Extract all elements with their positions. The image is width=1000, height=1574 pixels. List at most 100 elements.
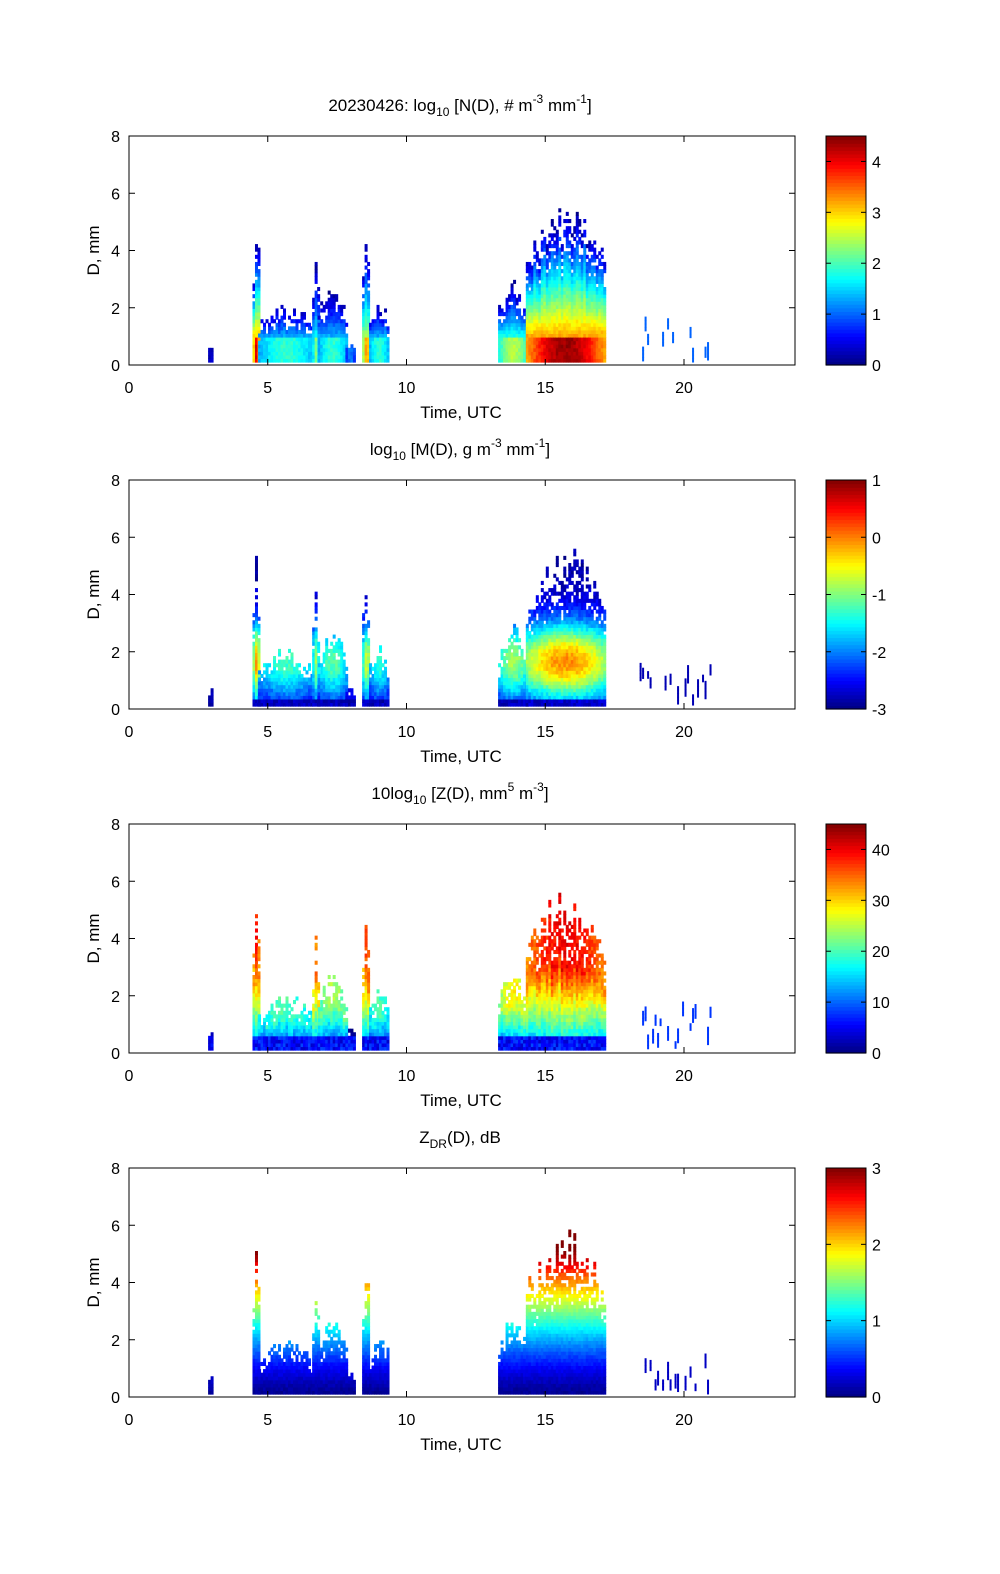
heatmap-cell bbox=[283, 337, 287, 342]
heatmap-cell bbox=[342, 319, 346, 324]
heatmap-cell bbox=[364, 279, 368, 284]
heatmap-cell bbox=[558, 265, 562, 270]
heatmap-cell bbox=[345, 340, 349, 345]
heatmap-cell bbox=[288, 351, 292, 356]
heatmap-cell bbox=[283, 326, 287, 331]
heatmap-cell bbox=[278, 322, 282, 327]
heatmap-cell bbox=[345, 677, 349, 682]
heatmap-cell bbox=[498, 304, 502, 309]
heatmap-cell bbox=[593, 258, 597, 263]
heatmap-cell bbox=[252, 283, 256, 288]
chart-title-part-sup2: -1 bbox=[576, 92, 587, 106]
heatmap-cell bbox=[555, 233, 559, 238]
colorbar-tick-label: 0 bbox=[872, 530, 881, 547]
heatmap-cell bbox=[314, 265, 318, 270]
heatmap-cell bbox=[545, 247, 549, 252]
heatmap-cell bbox=[320, 347, 324, 352]
heatmap-cell bbox=[563, 573, 567, 578]
heatmap-cell bbox=[510, 286, 514, 292]
heatmap-cell bbox=[312, 297, 316, 302]
heatmap-cell bbox=[254, 290, 258, 295]
heatmap-cell bbox=[550, 222, 554, 227]
heatmap-cell bbox=[285, 1014, 289, 1019]
heatmap-cell bbox=[252, 301, 256, 306]
heatmap-cell bbox=[588, 605, 592, 611]
heatmap-cell bbox=[580, 573, 584, 578]
heatmap-cell bbox=[314, 276, 318, 281]
x-tick-label: 15 bbox=[536, 380, 554, 397]
heatmap-cell bbox=[322, 351, 326, 356]
heatmap-cell bbox=[275, 308, 279, 313]
colorbar-band bbox=[826, 519, 866, 524]
heatmap-cell bbox=[260, 340, 264, 345]
heatmap-cell bbox=[257, 301, 261, 306]
heatmap-cell bbox=[307, 333, 311, 338]
heatmap-cell bbox=[270, 337, 274, 342]
colorbar-band bbox=[826, 271, 866, 277]
colorbar-band bbox=[826, 189, 866, 194]
heatmap-cell bbox=[270, 1017, 274, 1023]
heatmap-cell bbox=[384, 670, 388, 675]
heatmap-cell bbox=[510, 634, 514, 639]
x-tick-label: 0 bbox=[125, 380, 134, 397]
heatmap-cell bbox=[642, 674, 645, 679]
heatmap-cell bbox=[684, 689, 687, 694]
heatmap-cell bbox=[268, 322, 272, 327]
colorbar-band bbox=[826, 153, 866, 159]
heatmap-cell bbox=[270, 1007, 274, 1012]
heatmap-cell bbox=[314, 326, 318, 331]
heatmap-cell bbox=[300, 347, 304, 352]
heatmap-cell bbox=[257, 996, 261, 1001]
heatmap-cell bbox=[208, 358, 212, 363]
heatmap-cell bbox=[684, 692, 687, 697]
heatmap-cell bbox=[268, 347, 272, 352]
heatmap-cell bbox=[257, 254, 261, 259]
heatmap-cell bbox=[273, 656, 277, 661]
heatmap-cell bbox=[340, 641, 344, 646]
heatmap-cell bbox=[327, 315, 331, 320]
heatmap-cell bbox=[305, 351, 309, 356]
heatmap-cell bbox=[337, 333, 341, 338]
heatmap-cell bbox=[300, 326, 304, 331]
heatmap-cell bbox=[603, 698, 607, 704]
heatmap-cell bbox=[314, 294, 318, 299]
heatmap-cell bbox=[295, 344, 299, 349]
heatmap-cell bbox=[697, 679, 700, 684]
heatmap-cell bbox=[300, 1010, 304, 1015]
heatmap-cell bbox=[332, 652, 336, 657]
colorbar-band bbox=[826, 512, 866, 517]
heatmap-cell bbox=[510, 283, 514, 288]
heatmap-cell bbox=[545, 605, 549, 611]
heatmap-cell bbox=[307, 358, 311, 363]
heatmap-cell bbox=[364, 595, 368, 600]
heatmap-cell bbox=[345, 1017, 349, 1023]
heatmap-cell bbox=[520, 652, 524, 657]
colorbar-band bbox=[826, 286, 866, 291]
heatmap-cell bbox=[600, 283, 604, 288]
heatmap-cell bbox=[280, 315, 284, 320]
heatmap-cell bbox=[598, 602, 602, 607]
heatmap-cell bbox=[590, 244, 594, 249]
heatmap-cell bbox=[254, 566, 258, 571]
heatmap-cell bbox=[330, 347, 334, 352]
heatmap-cell bbox=[257, 297, 261, 302]
colorbar-band bbox=[826, 354, 866, 359]
heatmap-cell bbox=[707, 352, 710, 357]
heatmap-cell bbox=[332, 304, 336, 309]
heatmap-cell bbox=[322, 358, 326, 363]
heatmap-cell bbox=[689, 334, 692, 339]
heatmap-cell bbox=[275, 340, 279, 345]
heatmap-cell bbox=[263, 1021, 267, 1026]
heatmap-cell bbox=[515, 301, 519, 306]
heatmap-cell bbox=[578, 229, 582, 234]
colorbar-band bbox=[826, 186, 866, 191]
heatmap-cell bbox=[330, 319, 334, 324]
chart-title-part-mid: mm bbox=[502, 440, 535, 459]
heatmap-cell bbox=[335, 337, 339, 342]
colorbar-band bbox=[826, 203, 866, 209]
heatmap-cell bbox=[317, 1000, 321, 1005]
heatmap-cell bbox=[288, 344, 292, 349]
heatmap-cell bbox=[664, 679, 667, 684]
heatmap-cell bbox=[310, 351, 314, 356]
heatmap-cell bbox=[257, 294, 261, 299]
